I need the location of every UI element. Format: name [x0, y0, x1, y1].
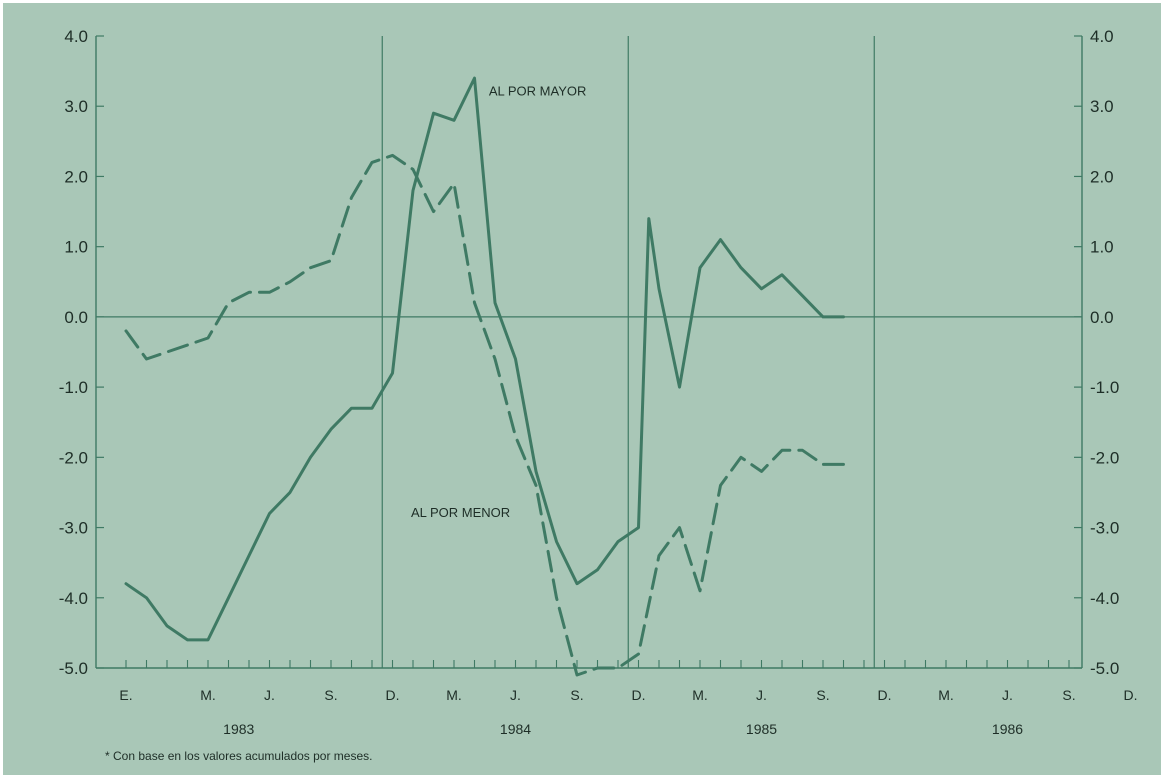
- y-tick-label-left: -5.0: [59, 659, 88, 678]
- y-tick-label-left: -1.0: [59, 378, 88, 397]
- x-tick-label: J.: [510, 687, 521, 703]
- y-tick-label-right: -5.0: [1090, 659, 1119, 678]
- al-por-mayor-line: [124, 76, 845, 642]
- series-annotation: AL POR MENOR: [411, 505, 510, 520]
- y-tick-label-left: -4.0: [59, 589, 88, 608]
- al-por-menor-line: [124, 153, 845, 677]
- year-label: 1986: [992, 721, 1023, 737]
- y-tick-label-right: 1.0: [1090, 238, 1114, 257]
- y-tick-label-right: 4.0: [1090, 27, 1114, 46]
- x-tick-label: J.: [264, 687, 275, 703]
- y-tick-label-right: 2.0: [1090, 167, 1114, 186]
- year-label: 1985: [746, 721, 777, 737]
- x-tick-label: E.: [119, 687, 132, 703]
- year-label: 1984: [500, 721, 531, 737]
- axes: [95, 36, 1083, 669]
- footnote: * Con base en los valores acumulados por…: [105, 749, 372, 763]
- year-label: 1983: [223, 721, 254, 737]
- x-tick-label: D.: [386, 687, 400, 703]
- annotations: AL POR MAYOR AL POR MENOR: [411, 84, 586, 520]
- chart-background: [3, 3, 1161, 775]
- x-tick-label: M.: [938, 687, 954, 703]
- y-tick-label-left: 2.0: [64, 167, 88, 186]
- y-axis-ticks: 4.0 4.0 3.0 3.0 2.0 2.0 1.0 1.0 0.0 0.0 -1.0 -1.0 -2…: [59, 27, 1120, 678]
- year-separators: [381, 36, 875, 668]
- y-tick-label-right: -2.0: [1090, 448, 1119, 467]
- x-tick-label: M.: [446, 687, 462, 703]
- y-tick-label-left: 0.0: [64, 308, 88, 327]
- y-tick-label-left: -3.0: [59, 519, 88, 538]
- y-tick-label-left: 3.0: [64, 97, 88, 116]
- x-axis-ticks: E. M. J. S. D. M. J. S. D. M. J. S. D. M. J. S. D. 1983 19…: [119, 660, 1138, 737]
- x-tick-label: D.: [632, 687, 646, 703]
- x-tick-label: S.: [1062, 687, 1075, 703]
- x-tick-label: D.: [878, 687, 892, 703]
- x-tick-label: S.: [324, 687, 337, 703]
- x-tick-label: M.: [692, 687, 708, 703]
- x-tick-label: S.: [816, 687, 829, 703]
- x-tick-label: M.: [200, 687, 216, 703]
- y-tick-label-right: 0.0: [1090, 308, 1114, 327]
- y-tick-label-left: 4.0: [64, 27, 88, 46]
- y-tick-label-left: -2.0: [59, 448, 88, 467]
- y-tick-label-right: -4.0: [1090, 589, 1119, 608]
- x-tick-label: J.: [1002, 687, 1013, 703]
- x-tick-label: J.: [756, 687, 767, 703]
- x-tick-label: S.: [570, 687, 583, 703]
- y-tick-label-right: -1.0: [1090, 378, 1119, 397]
- series-annotation: AL POR MAYOR: [489, 84, 587, 99]
- x-tick-label: D.: [1124, 687, 1138, 703]
- y-tick-label-right: 3.0: [1090, 97, 1114, 116]
- series-lines: [124, 76, 845, 677]
- y-tick-label-right: -3.0: [1090, 519, 1119, 538]
- y-tick-label-left: 1.0: [64, 238, 88, 257]
